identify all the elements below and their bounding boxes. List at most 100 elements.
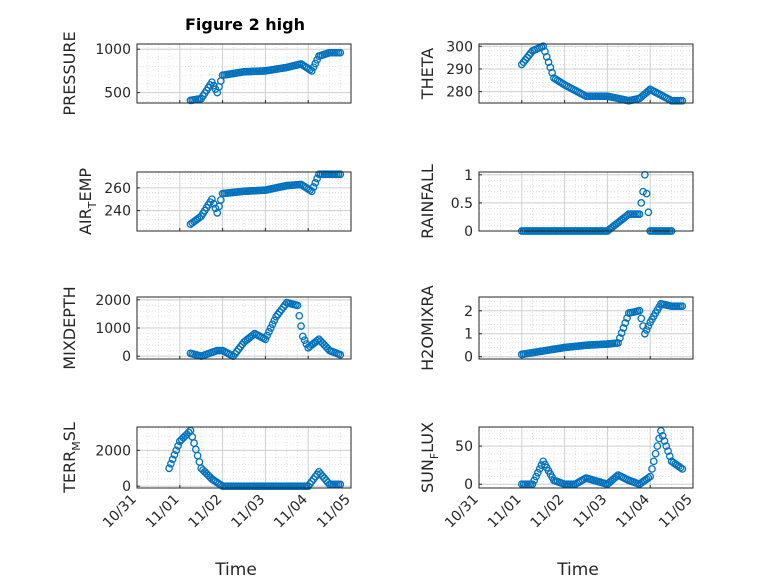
- data-point: [336, 48, 345, 57]
- data-point: [651, 449, 660, 458]
- axes-box: [478, 426, 694, 489]
- y-tick-label: 0: [464, 350, 473, 366]
- data-point: [678, 96, 687, 105]
- data-point: [635, 210, 644, 218]
- axes-box: [478, 171, 694, 232]
- x-tick-label: 11/02: [186, 492, 226, 532]
- data-point: [623, 211, 631, 220]
- data-point: [660, 437, 669, 445]
- data-point: [637, 199, 646, 207]
- x-tick-label: 10/31: [442, 492, 482, 532]
- data-point: [528, 480, 537, 489]
- data-point: [307, 187, 316, 196]
- y-tick-label: 0: [122, 479, 131, 495]
- y-tick-label: 290: [446, 62, 473, 78]
- y-axis-label: RAINFALL: [418, 164, 437, 239]
- x-axis-label: Time: [214, 560, 257, 580]
- data-point: [640, 329, 649, 338]
- y-axis-label: PRESSURE: [60, 31, 79, 115]
- data-point: [642, 189, 651, 198]
- data-point: [646, 472, 655, 481]
- axes-box: [136, 426, 352, 489]
- data-point: [336, 170, 345, 179]
- data-point: [644, 322, 653, 330]
- data-point: [644, 87, 653, 95]
- data-point: [172, 446, 181, 455]
- axes-box: [478, 296, 694, 360]
- x-tick-label: 11/03: [570, 492, 610, 532]
- subplot-1: 500 1000 PRESSURE: [60, 31, 352, 116]
- data-point: [653, 442, 662, 450]
- data-point: [309, 183, 318, 191]
- data-point: [617, 329, 626, 337]
- x-axis-label: Time: [556, 560, 599, 580]
- data-point: [658, 432, 667, 440]
- y-tick-label: 2: [464, 304, 473, 320]
- x-tick-label: 11/03: [228, 492, 268, 532]
- axes-box: [136, 296, 352, 360]
- y-tick-label: 1: [464, 168, 473, 184]
- x-tick-label: 11/01: [485, 492, 525, 532]
- data-point: [637, 314, 646, 323]
- data-point: [168, 455, 177, 464]
- y-axis-label: SUNFLUX: [418, 422, 441, 493]
- data-point: [293, 301, 302, 310]
- data-point: [533, 468, 542, 477]
- x-tick-label: 11/04: [613, 491, 653, 531]
- data-point: [616, 334, 624, 342]
- data-point: [167, 459, 175, 468]
- subplot-8: 0 50 10/31 11/01 11/02 11/03 11/04 11/05 Time SUN…: [418, 422, 696, 580]
- data-point: [311, 178, 320, 187]
- y-tick-label: 260: [104, 181, 131, 197]
- axes-box: [136, 171, 352, 232]
- y-tick-label: 0: [464, 477, 473, 493]
- data-point: [309, 63, 318, 72]
- data-point: [621, 319, 630, 327]
- data-point: [532, 472, 540, 481]
- subplot-2: 280 290 300 THETA: [418, 39, 694, 105]
- subplot-6: 0 1 2 H2OMIXRA: [418, 285, 694, 371]
- y-axis-label: TERRMSL: [60, 422, 83, 494]
- data-point: [644, 473, 653, 482]
- subplot-7: 0 2000 10/31 11/01 11/02 11/03 11/04 11/05 Time T…: [60, 422, 354, 580]
- y-tick-label: 2000: [95, 443, 131, 459]
- data-point: [307, 67, 316, 75]
- data-point: [635, 306, 644, 315]
- x-tick-label: 11/01: [143, 492, 183, 532]
- y-tick-label: 1000: [95, 42, 131, 58]
- x-tick-label: 11/02: [528, 492, 568, 532]
- data-point: [193, 451, 202, 460]
- data-point: [648, 465, 656, 473]
- data-point: [165, 464, 173, 473]
- data-point: [195, 458, 204, 466]
- data-point: [535, 465, 544, 473]
- data-point: [642, 326, 651, 334]
- subplot-4: 0 0.5 1 RAINFALL: [418, 164, 694, 240]
- data-point: [170, 450, 179, 459]
- data-point: [678, 465, 687, 473]
- data-point: [270, 316, 279, 325]
- y-axis-label: THETA: [418, 48, 437, 100]
- data-point: [265, 327, 273, 336]
- data-point: [619, 324, 628, 332]
- data-point: [676, 463, 685, 472]
- axes-box: [136, 43, 352, 104]
- y-tick-label: 1000: [95, 321, 131, 337]
- y-tick-label: 50: [455, 439, 473, 455]
- y-tick-label: 0.5: [451, 196, 473, 212]
- y-tick-label: 0: [122, 349, 131, 365]
- x-tick-label: 11/04: [271, 491, 311, 531]
- x-tick-label: 10/31: [100, 492, 140, 532]
- data-point: [298, 332, 307, 341]
- data-point: [300, 336, 309, 345]
- figure-title: Figure 2 high: [185, 15, 305, 34]
- data-point: [336, 350, 345, 359]
- subplot-3: 240 260 AIRTEMP: [76, 168, 352, 235]
- y-tick-label: 0: [464, 224, 473, 240]
- data-point: [662, 442, 671, 450]
- data-point: [664, 447, 672, 455]
- y-axis-label: H2OMIXRA: [418, 285, 437, 371]
- data-point: [623, 314, 631, 322]
- y-axis-label: AIRTEMP: [76, 168, 99, 235]
